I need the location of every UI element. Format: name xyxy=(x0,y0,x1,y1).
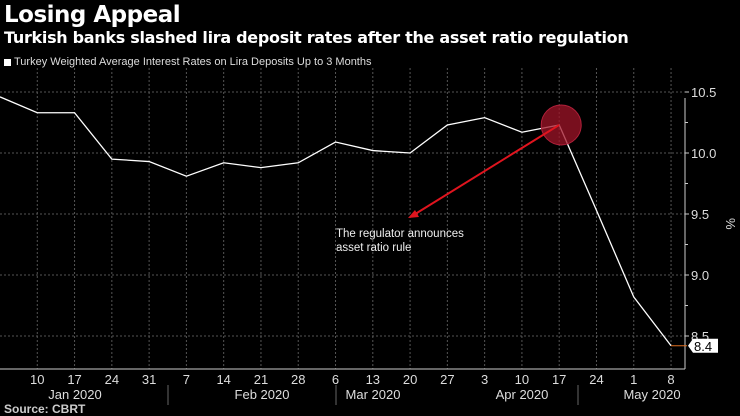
x-tick-label: 10 xyxy=(30,372,44,387)
last-value-label: 8.4 xyxy=(694,339,712,354)
x-tick-label: 6 xyxy=(332,372,339,387)
x-tick-label: 21 xyxy=(254,372,268,387)
month-label: Feb 2020 xyxy=(235,387,290,402)
month-label: May 2020 xyxy=(623,387,680,402)
x-tick-label: 24 xyxy=(589,372,603,387)
source-note: Source: CBRT xyxy=(4,402,86,416)
month-label: Apr 2020 xyxy=(496,387,549,402)
y-tick-label: 10.5 xyxy=(691,85,716,100)
annotation-text: asset ratio rule xyxy=(336,242,411,254)
x-tick-label: 17 xyxy=(552,372,566,387)
legend-swatch xyxy=(4,58,11,66)
annotation-arrow xyxy=(411,124,560,217)
legend-label: Turkey Weighted Average Interest Rates o… xyxy=(14,56,372,68)
annotation-text: The regulator announces xyxy=(336,228,464,240)
arrow-head-icon xyxy=(408,210,419,218)
x-tick-label: 7 xyxy=(183,372,190,387)
y-tick-label: 9.5 xyxy=(691,207,709,222)
x-tick-label: 24 xyxy=(105,372,119,387)
x-tick-label: 8 xyxy=(667,372,674,387)
x-tick-label: 13 xyxy=(366,372,380,387)
x-tick-label: 20 xyxy=(403,372,417,387)
month-label: Jan 2020 xyxy=(48,387,102,402)
x-tick-label: 17 xyxy=(67,372,81,387)
chart-title: Losing Appeal xyxy=(4,2,181,28)
x-tick-label: 14 xyxy=(216,372,230,387)
y-axis-label: % xyxy=(723,218,738,230)
last-value-box xyxy=(688,338,718,353)
x-tick-label: 31 xyxy=(142,372,156,387)
x-tick-label: 10 xyxy=(515,372,529,387)
x-tick-label: 27 xyxy=(440,372,454,387)
x-tick-label: 28 xyxy=(291,372,305,387)
x-tick-label: 3 xyxy=(481,372,488,387)
highlight-circle xyxy=(540,104,582,146)
chart-subtitle: Turkish banks slashed lira deposit rates… xyxy=(4,28,629,47)
month-label: Mar 2020 xyxy=(346,387,401,402)
y-tick-label: 10.0 xyxy=(691,146,716,161)
y-tick-label: 9.0 xyxy=(691,268,709,283)
legend: Turkey Weighted Average Interest Rates o… xyxy=(4,56,371,68)
x-tick-label: 1 xyxy=(630,372,637,387)
